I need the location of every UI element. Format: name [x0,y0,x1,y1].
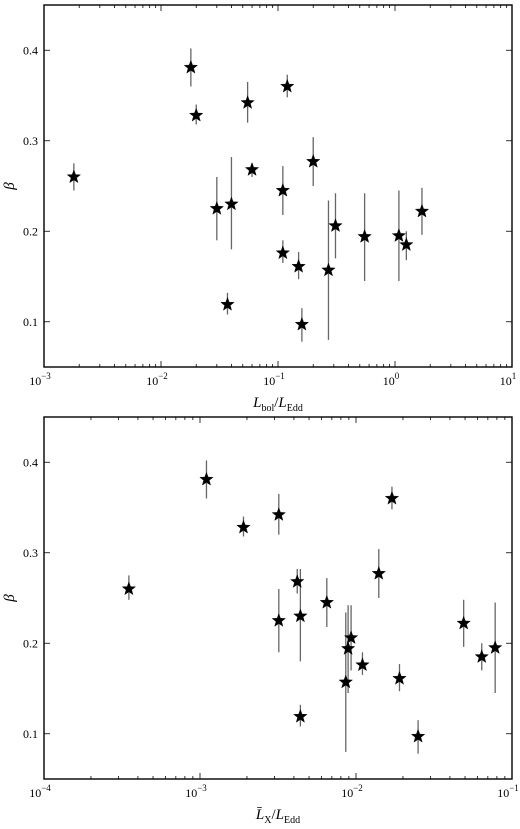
data-point-star [357,229,372,243]
data-point-star [371,565,386,580]
x-axis-label-separator: / [271,807,276,823]
plot-frame [43,416,513,780]
x-axis-label: L̄X/LEdd [255,807,300,826]
data-point-star [209,201,225,215]
x-tick-base: 10 [263,374,275,388]
data-point-star [294,316,310,331]
data-point-star [271,613,287,627]
data-point-star [414,203,430,218]
y-tick-label: 0.1 [23,727,38,741]
data-point-star [293,608,308,623]
data-point-star [291,258,306,273]
data-point-star [340,641,356,655]
x-tick-exponent: 1 [512,371,517,381]
x-tick-base: 10 [185,786,197,800]
data-point-star [328,218,343,232]
x-tick-label: 10−4 [29,783,51,800]
x-axis-label-symbol: L [252,395,261,411]
data-point-star [121,581,137,596]
data-point-star [271,507,287,521]
data-point-star [275,182,291,197]
x-tick-label: 10−1 [497,783,519,800]
x-axis-label-subscript: bol [261,403,274,414]
data-point-star [280,78,295,93]
x-axis-label-subscript: Edd [287,403,303,414]
plot-frame [43,4,513,368]
data-point-star [275,245,291,260]
x-axis-label-symbol: L̄ [255,807,264,823]
y-tick-label: 0.2 [23,636,38,650]
data-point-star [384,490,400,505]
data-point-star [321,262,336,277]
data-point-star [66,169,82,184]
x-tick-base: 10 [383,374,395,388]
x-tick-base: 10 [500,374,512,388]
data-point-star [189,107,204,122]
x-tick-exponent: −2 [158,371,168,381]
x-axis-label-separator: / [274,395,279,411]
data-point-star [338,674,353,689]
x-tick-exponent: −3 [41,371,51,381]
x-axis-label-subscript: Edd [284,815,300,826]
y-axis-label: β [2,182,18,191]
data-point-star [319,594,335,609]
data-point-star [240,95,255,109]
data-point-star [220,296,235,311]
data-point-star [183,59,199,74]
x-tick-label: 10−2 [146,371,168,388]
x-tick-label: 10−1 [263,371,285,388]
data-point-star [199,471,214,486]
y-axis-label: β [2,594,18,603]
data-point-star [456,615,471,630]
x-axis-label-symbol: L [277,395,286,411]
y-tick-label: 0.3 [23,546,38,560]
data-point-star [244,162,260,176]
x-tick-base: 10 [497,786,509,800]
data-point-star [290,574,305,588]
x-tick-label: 10−3 [185,783,207,800]
x-tick-exponent: −2 [353,783,363,793]
x-axis-label: Lbol/LEdd [252,395,303,414]
x-axis-label-symbol: L [275,807,284,823]
data-point-star [392,670,407,685]
data-point-star [474,649,489,663]
x-tick-label: 100 [383,371,400,388]
x-tick-base: 10 [29,786,41,800]
data-point-star [487,640,503,654]
x-tick-exponent: −4 [41,783,51,793]
x-tick-label: 10−3 [29,371,51,388]
x-axis-label-subscript: X [264,815,272,826]
y-tick-label: 0.1 [23,315,38,329]
y-tick-label: 0.4 [23,43,38,57]
data-point-star [224,196,239,211]
x-tick-exponent: −1 [509,783,519,793]
x-tick-exponent: −3 [197,783,207,793]
x-tick-base: 10 [146,374,158,388]
data-point-star [410,728,426,743]
data-point-star [355,657,370,672]
data-point-star [236,519,251,534]
x-tick-exponent: −1 [275,371,285,381]
data-point-star [391,228,407,242]
x-tick-exponent: 0 [395,371,400,381]
x-tick-base: 10 [29,374,41,388]
y-tick-label: 0.2 [23,224,38,238]
y-tick-label: 0.3 [23,134,38,148]
data-point-star [306,153,321,168]
x-tick-label: 101 [500,371,517,388]
data-point-star [343,630,359,644]
x-tick-label: 10−2 [341,783,363,800]
data-point-star [293,708,308,723]
data-point-star [399,237,414,251]
x-tick-base: 10 [341,786,353,800]
y-tick-label: 0.4 [23,455,38,469]
